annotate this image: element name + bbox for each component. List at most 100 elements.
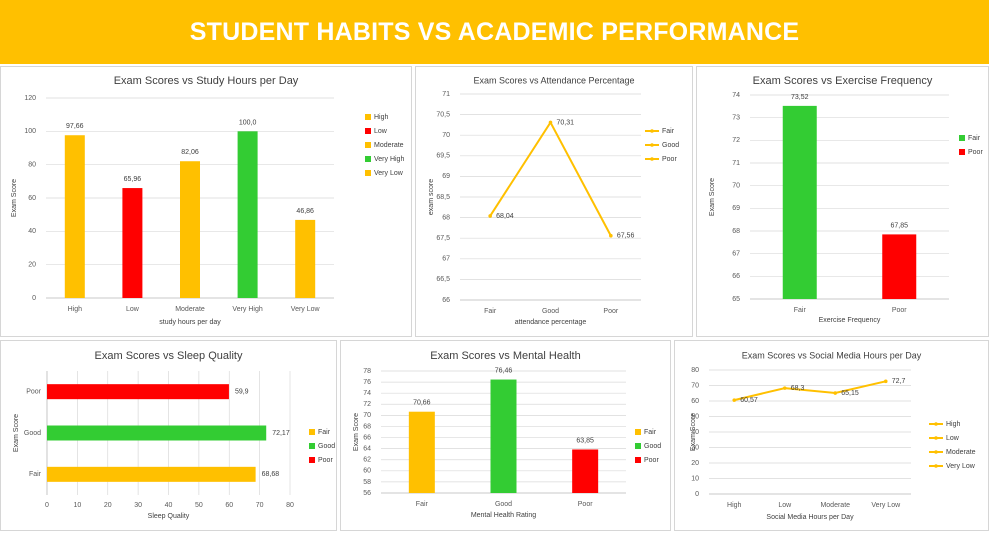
y-tick-label: 60	[363, 468, 371, 475]
data-point	[609, 233, 613, 238]
x-tick-label: High	[727, 502, 742, 509]
x-tick-label: 40	[165, 502, 173, 509]
y-tick-label: 71	[732, 160, 740, 167]
legend-marker	[934, 422, 938, 426]
y-tick-label: 72	[363, 401, 371, 408]
y-tick-label: Good	[24, 430, 41, 437]
y-tick-label: 20	[28, 262, 36, 269]
data-label: 65,15	[841, 390, 859, 397]
legend-label: Good	[318, 443, 335, 450]
legend-label: High	[946, 421, 961, 428]
x-tick-label: Very High	[232, 306, 262, 313]
y-tick-label: 69,5	[436, 153, 450, 160]
y-tick-label: 0	[32, 295, 36, 302]
legend-label: Very Low	[374, 170, 404, 177]
legend-marker	[650, 129, 654, 133]
legend-swatch	[635, 429, 641, 435]
y-axis-label: Exam Score	[353, 413, 360, 451]
legend-swatch	[959, 135, 965, 141]
y-tick-label: 66,5	[436, 276, 450, 283]
bar	[47, 384, 229, 400]
bar	[572, 449, 599, 493]
y-tick-label: Poor	[26, 389, 41, 396]
legend-marker	[934, 436, 938, 440]
chart-mental-health: Exam Scores vs Mental Health Exam Score Me…	[340, 340, 671, 531]
legend-marker	[650, 143, 654, 147]
y-tick-label: 40	[691, 429, 699, 436]
chart-social-media: Exam Scores vs Social Media Hours per Da…	[674, 340, 989, 531]
chart-title: Exam Scores vs Mental Health	[430, 350, 580, 362]
x-tick-label: 10	[73, 502, 81, 509]
x-tick-label: Poor	[603, 308, 618, 315]
bar	[408, 411, 435, 493]
legend-swatch	[365, 156, 371, 162]
y-tick-label: 70	[442, 132, 450, 139]
data-label: 97,66	[66, 123, 84, 130]
data-label: 68,68	[262, 471, 280, 478]
data-label: 63,85	[576, 437, 594, 444]
legend-swatch	[365, 170, 371, 176]
legend-label: High	[374, 114, 389, 121]
y-tick-label: 60	[691, 398, 699, 405]
y-tick-label: 56	[363, 490, 371, 497]
data-label: 46,86	[296, 208, 314, 215]
y-tick-label: 67	[442, 256, 450, 263]
y-tick-label: 68	[442, 214, 450, 221]
legend-label: Fair	[644, 429, 657, 436]
chart-title: Exam Scores vs Study Hours per Day	[114, 75, 299, 87]
data-point	[488, 214, 492, 218]
x-tick-label: Good	[542, 308, 559, 315]
y-tick-label: 74	[363, 390, 371, 397]
dashboard-title: STUDENT HABITS VS ACADEMIC PERFORMANCE	[189, 18, 800, 46]
y-tick-label: 65	[732, 296, 740, 303]
y-tick-label: 66	[732, 273, 740, 280]
y-axis-label: exam score	[428, 179, 435, 215]
y-axis-label: Exam Score	[709, 178, 716, 216]
chart-attendance-svg: Exam Scores vs Attendance Percentage exam…	[428, 75, 679, 326]
y-tick-label: 10	[691, 475, 699, 482]
data-point	[833, 391, 838, 395]
data-label: 68,04	[496, 213, 514, 220]
x-tick-label: Very Low	[291, 306, 321, 313]
x-tick-label: 70	[256, 502, 264, 509]
x-tick-label: 30	[134, 502, 142, 509]
y-tick-label: 67	[732, 251, 740, 258]
y-tick-label: 69	[732, 205, 740, 212]
bar	[782, 105, 817, 299]
y-tick-label: 0	[695, 491, 699, 498]
legend-label: Fair	[318, 429, 331, 436]
bar	[64, 135, 85, 298]
bar	[882, 234, 917, 299]
chart-title: Exam Scores vs Social Media Hours per Da…	[742, 350, 922, 360]
series-line	[734, 380, 886, 402]
y-tick-label: 69	[442, 173, 450, 180]
bar	[122, 188, 143, 298]
x-tick-label: 80	[286, 502, 294, 509]
y-tick-label: 62	[363, 457, 371, 464]
y-tick-label: 80	[691, 367, 699, 374]
chart-mental-health-svg: Exam Scores vs Mental Health Exam Score Me…	[353, 350, 661, 519]
title-banner	[0, 0, 989, 64]
legend-swatch	[365, 128, 371, 134]
y-tick-label: 66	[442, 297, 450, 304]
y-tick-label: 70,5	[436, 111, 450, 118]
bar	[47, 425, 267, 441]
chart-social-media-svg: Exam Scores vs Social Media Hours per Da…	[690, 350, 976, 521]
y-tick-label: 60	[28, 195, 36, 202]
y-tick-label: 74	[732, 92, 740, 99]
data-label: 65,96	[124, 176, 142, 183]
y-tick-label: 71	[442, 91, 450, 98]
x-tick-label: 60	[225, 502, 233, 509]
y-tick-label: 70	[732, 183, 740, 190]
x-axis-label: Sleep Quality	[148, 513, 190, 520]
bar	[180, 161, 200, 298]
y-tick-label: 68,5	[436, 194, 450, 201]
x-tick-label: Very Low	[871, 502, 901, 509]
data-label: 82,06	[181, 149, 199, 156]
y-tick-label: 76	[363, 379, 371, 386]
y-tick-label: 68	[363, 423, 371, 430]
x-tick-label: Low	[126, 306, 140, 313]
y-axis-label: Exam Score	[13, 414, 20, 452]
legend-label: Poor	[662, 156, 677, 163]
legend-label: Low	[374, 128, 388, 135]
